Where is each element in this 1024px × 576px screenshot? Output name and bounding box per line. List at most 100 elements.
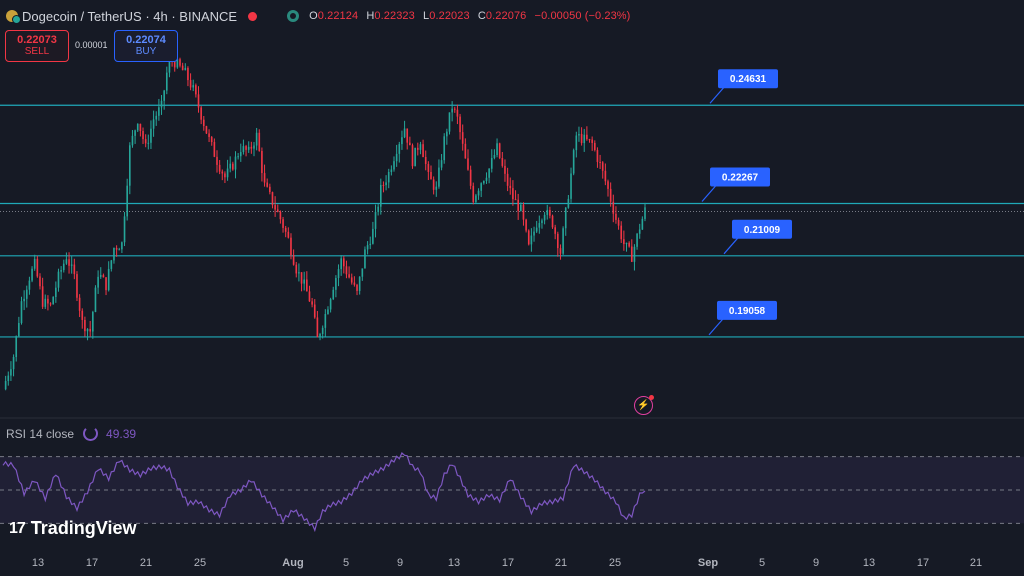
candle-body	[94, 287, 97, 312]
candle-body	[358, 276, 361, 291]
candle-body	[308, 291, 311, 302]
rsi-legend[interactable]: RSI 14 close 49.39	[6, 426, 136, 441]
candle-body	[123, 216, 126, 243]
candle-body	[406, 128, 409, 143]
time-axis[interactable]: 13 17 21 25 Aug 5 9 13 17 21 25 Sep 5 9 13 17 21	[32, 557, 982, 569]
tradingview-mark-icon: 17	[9, 519, 26, 537]
candle-body	[81, 310, 84, 320]
candle-body	[242, 146, 245, 153]
candle-body	[62, 263, 65, 271]
candle-body	[218, 164, 221, 172]
candle-body	[232, 163, 234, 170]
candle-body	[424, 156, 427, 164]
candle-body	[324, 314, 327, 328]
candle-body	[226, 168, 229, 178]
candle-body	[546, 209, 549, 215]
rsi-loading-icon	[83, 426, 99, 441]
sell-label: SELL	[24, 46, 50, 57]
candle-body	[107, 268, 110, 291]
candle-body	[480, 183, 483, 191]
candle-body	[239, 152, 242, 157]
candle-body	[144, 139, 147, 144]
candle-body	[615, 213, 617, 220]
x-tick-label: 25	[609, 557, 621, 569]
x-tick-label: 13	[448, 557, 460, 569]
candle-body	[512, 188, 514, 200]
candle-body	[76, 274, 78, 298]
candle-body	[126, 185, 128, 217]
candle-body	[340, 258, 342, 270]
candle-body	[477, 190, 480, 196]
candle-body	[390, 169, 393, 172]
candle-body	[641, 218, 644, 230]
candle-body	[506, 173, 509, 186]
candle-body	[630, 246, 633, 262]
candle-body	[279, 211, 282, 220]
candle-body	[213, 142, 216, 157]
symbol-title[interactable]: Dogecoin / TetherUS · 4h · BINANCE	[22, 8, 238, 24]
callout-box	[717, 300, 777, 320]
callout-label: 0.19058	[729, 306, 766, 317]
candle-body	[12, 356, 15, 370]
candle-body	[300, 272, 303, 284]
candle-body	[570, 173, 572, 199]
candle-body	[237, 156, 239, 158]
candle-body	[644, 207, 646, 219]
eye-icon[interactable]	[287, 10, 300, 22]
candle-body	[47, 298, 49, 304]
rsi-line	[2, 452, 646, 533]
candle-body	[625, 242, 628, 245]
candle-body	[374, 211, 377, 229]
candle-body	[70, 264, 73, 266]
candle-body	[115, 248, 118, 250]
candle-body	[583, 134, 586, 144]
candle-body	[559, 248, 562, 254]
candle-body	[197, 94, 200, 108]
candle-body	[28, 280, 31, 290]
candle-body	[342, 258, 345, 267]
candle-body	[538, 223, 541, 228]
candle-body	[234, 156, 237, 170]
market-status-icon[interactable]	[248, 11, 258, 21]
candle-body	[379, 184, 382, 207]
candle-body	[282, 219, 284, 228]
candle-body	[118, 249, 121, 251]
price-levels	[0, 104, 1024, 338]
candle-body	[89, 328, 92, 332]
candle-body	[131, 135, 134, 146]
open-value: 0.22124	[317, 10, 359, 22]
x-tick-label: 25	[194, 557, 206, 569]
candle-body	[509, 185, 512, 189]
tradingview-logo[interactable]: 17 TradingView	[9, 518, 137, 539]
callout-box	[732, 219, 792, 239]
candle-body	[136, 123, 139, 131]
candle-body	[549, 209, 551, 216]
buy-button[interactable]: 0.22074 BUY	[114, 30, 178, 62]
candle-body	[15, 336, 18, 357]
candle-body	[306, 279, 308, 292]
candle-body	[432, 179, 435, 190]
candle-body	[564, 207, 567, 229]
candle-body	[427, 163, 430, 172]
x-tick-label: 13	[863, 557, 875, 569]
callout-leader	[709, 86, 725, 104]
lightning-alert-icon[interactable]: ⚡	[634, 395, 654, 415]
candle-body	[221, 171, 224, 174]
candle-body	[292, 255, 295, 265]
candle-body	[382, 184, 385, 186]
candle-body	[105, 277, 107, 291]
candle-body	[287, 231, 290, 238]
candle-body	[210, 136, 213, 143]
x-tick-label: 21	[140, 557, 152, 569]
candle-body	[20, 301, 23, 324]
candle-body	[483, 180, 485, 184]
sell-button[interactable]: 0.22073 SELL	[5, 30, 69, 62]
candle-body	[284, 227, 287, 232]
candle-body	[596, 150, 599, 162]
candle-body	[377, 206, 379, 212]
candle-body	[99, 275, 102, 277]
open-label: O	[309, 10, 318, 22]
candle-body	[366, 245, 369, 250]
candle-body	[527, 230, 530, 245]
